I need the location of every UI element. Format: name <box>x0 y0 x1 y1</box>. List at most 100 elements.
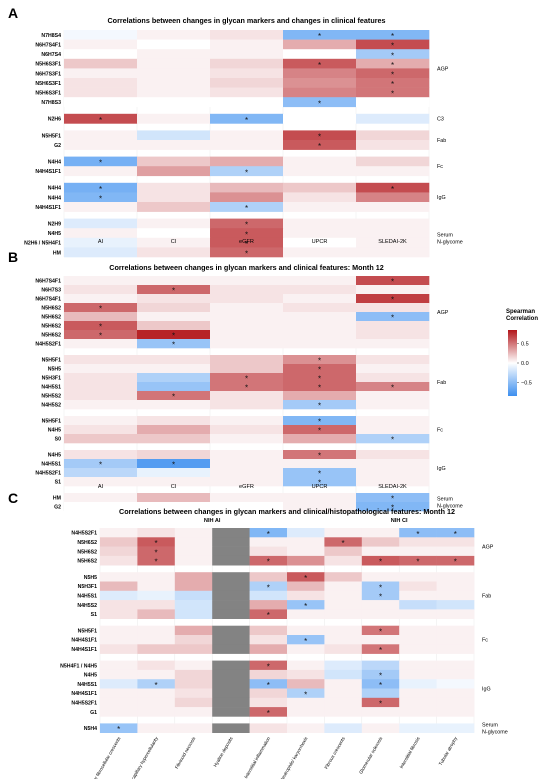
legend-tick-label: 0.5 <box>521 342 529 348</box>
heatmap-cell <box>287 625 325 636</box>
heatmap-cell <box>137 312 211 322</box>
heatmap-cell <box>174 644 213 654</box>
heatmap-cell <box>174 528 213 538</box>
heatmap-cell <box>324 600 363 610</box>
significance-star: * <box>267 530 270 539</box>
significance-star: * <box>379 681 382 690</box>
heatmap-cell <box>283 218 357 229</box>
heatmap-cell <box>287 707 325 717</box>
heatmap-cell <box>356 30 430 40</box>
heatmap-cell <box>249 609 288 619</box>
heatmap-cell <box>210 373 284 383</box>
row-label: N5H6S2 <box>77 540 97 546</box>
heatmap-cell <box>210 450 284 460</box>
heatmap-cell <box>399 600 437 610</box>
significance-star: * <box>304 690 307 699</box>
heatmap-cell <box>212 572 250 582</box>
heatmap-cell <box>137 321 211 331</box>
row-label: G2 <box>54 143 61 149</box>
heatmap-cell <box>137 276 211 286</box>
column-label: Hyaline deposits <box>213 735 235 767</box>
row-label: N4H5S2 <box>41 402 61 408</box>
significance-star: * <box>391 495 394 504</box>
column-label: Fibrinoid necrosis <box>174 735 197 769</box>
group-label: Serum <box>437 232 453 238</box>
heatmap-cell <box>356 303 430 313</box>
heatmap-cell <box>137 87 211 98</box>
row-label: N4H5 <box>48 427 61 433</box>
heatmap-cell <box>64 493 138 503</box>
column-label: Tubular atrophy <box>438 735 459 766</box>
heatmap-cell <box>249 537 288 547</box>
heatmap-cell <box>249 625 288 636</box>
heatmap-cell <box>137 635 176 645</box>
heatmap-cell <box>212 669 250 680</box>
heatmap-cell <box>100 609 138 619</box>
heatmap-cell <box>100 660 138 671</box>
heatmap-cell <box>356 321 430 331</box>
heatmap-cell <box>287 688 325 699</box>
row-label: N5H3F1 <box>78 584 97 590</box>
row-label: N4H5S1 <box>41 384 61 390</box>
row-label: N5H6S3F1 <box>35 62 61 68</box>
heatmap-cell <box>436 688 475 699</box>
heatmap-cell <box>212 528 250 538</box>
heatmap-cell <box>283 373 357 383</box>
column-group-title: NIH CI <box>391 518 408 524</box>
group-label: IgG <box>482 687 491 693</box>
column-label: eGFR <box>239 239 254 245</box>
heatmap-cell <box>137 30 211 40</box>
heatmap-cell <box>210 140 284 150</box>
group-label: N-glycome <box>482 730 508 736</box>
heatmap-cell <box>137 49 211 60</box>
heatmap-cell <box>64 391 138 401</box>
column-label: UPCR <box>312 484 328 490</box>
heatmap-cell <box>137 140 211 150</box>
figure-layer: A Correlations between changes in glycan … <box>8 5 538 779</box>
panel-title: Correlations between changes in glycan m… <box>109 263 383 272</box>
heatmap-cell <box>283 312 357 322</box>
heatmap-cell <box>174 609 213 619</box>
heatmap-cell <box>436 600 475 610</box>
heatmap-cell <box>399 723 437 733</box>
heatmap-cell <box>283 450 357 460</box>
heatmap-cell <box>210 339 284 349</box>
heatmap-cell <box>324 625 363 636</box>
heatmap-cell <box>174 660 213 671</box>
heatmap-cell <box>137 303 211 313</box>
significance-star: * <box>117 725 120 734</box>
heatmap-cell <box>361 707 400 717</box>
heatmap-cell <box>324 546 363 557</box>
heatmap-cell <box>356 140 430 150</box>
heatmap-cell <box>100 669 138 680</box>
heatmap-cell <box>100 546 138 557</box>
heatmap-cell <box>210 391 284 401</box>
heatmap-panel-a: A Correlations between changes in glycan … <box>8 5 463 259</box>
significance-star: * <box>342 539 345 548</box>
significance-star: * <box>267 662 270 671</box>
heatmap-cell <box>64 312 138 322</box>
column-label: Neutrophils/ karyorrhexis <box>279 735 309 779</box>
heatmap-cell <box>210 477 284 487</box>
heatmap-cell <box>100 572 138 582</box>
heatmap-cell <box>174 635 213 645</box>
heatmap-cell <box>324 644 363 654</box>
heatmap-cell <box>356 39 430 50</box>
row-label: N5H5F1 <box>78 628 97 634</box>
heatmap-cell <box>64 355 138 365</box>
heatmap-cell <box>361 644 400 654</box>
heatmap-cell <box>64 477 138 487</box>
heatmap-cell <box>361 600 400 610</box>
significance-star: * <box>379 593 382 602</box>
heatmap-cell <box>356 87 430 98</box>
heatmap-cell <box>283 477 357 487</box>
significance-star: * <box>391 71 394 80</box>
heatmap-cell <box>64 39 138 50</box>
significance-star: * <box>172 287 175 296</box>
heatmap-cell <box>210 202 284 212</box>
heatmap-cell <box>210 493 284 503</box>
heatmap-cell <box>137 723 176 733</box>
row-label: N5H3F1 <box>42 375 61 381</box>
group-label: Fc <box>437 428 443 434</box>
row-label: N2H9 <box>48 222 61 228</box>
